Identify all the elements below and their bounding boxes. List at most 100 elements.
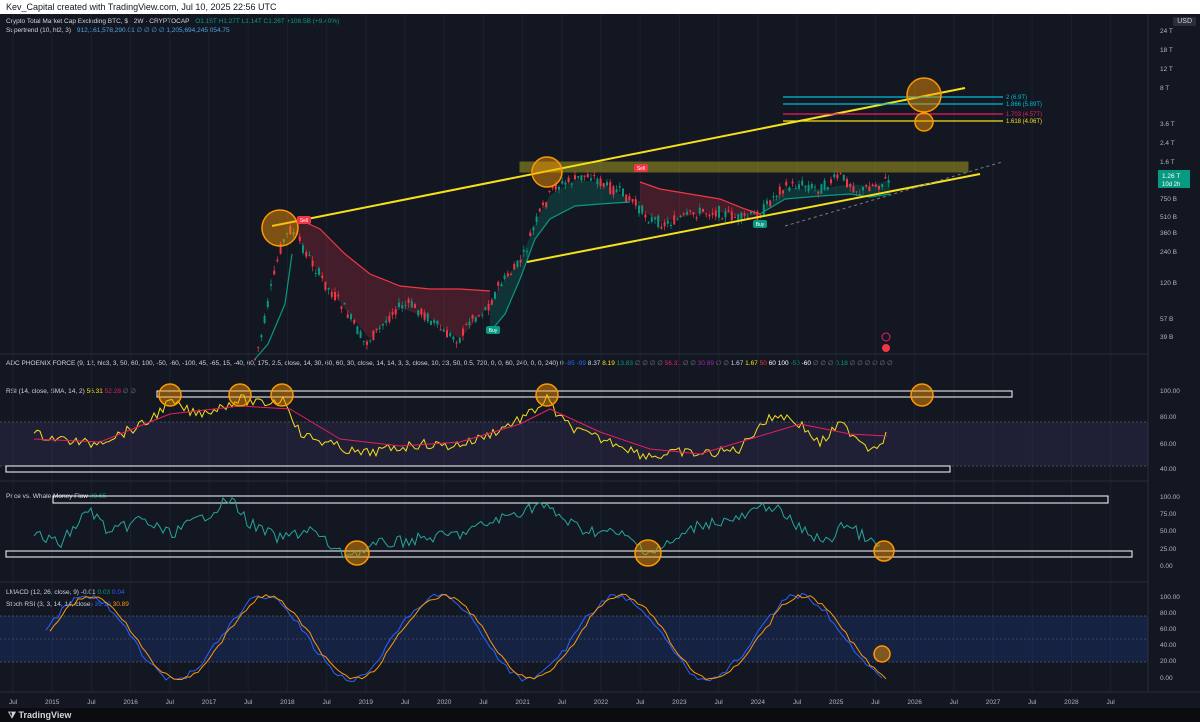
candle xyxy=(785,181,788,186)
candle xyxy=(305,251,308,257)
price-axis-label: 39 B xyxy=(1160,334,1173,341)
buy-signal xyxy=(753,220,767,228)
candle xyxy=(327,287,330,290)
candle xyxy=(394,309,397,315)
time-axis-label: Jul xyxy=(401,699,410,706)
fib-level-label: 1.866 (5.89T) xyxy=(1006,102,1042,108)
highlight-circle xyxy=(914,112,934,132)
candle xyxy=(343,302,346,305)
time-axis-label: 2024 xyxy=(751,699,766,706)
whale-axis-label: 0.00 xyxy=(1160,563,1173,570)
candle xyxy=(647,222,650,224)
fib-level-label: 2 (6.9T) xyxy=(1006,95,1027,101)
price-axis-label: 18 T xyxy=(1160,47,1173,54)
chart-area[interactable]: USD Crypto Total Market Cap Excluding BT… xyxy=(0,14,1200,708)
candle xyxy=(490,299,493,305)
candle xyxy=(884,176,887,179)
price-axis-label: 1.6 T xyxy=(1160,159,1175,166)
candle xyxy=(433,320,436,324)
candle xyxy=(430,320,432,325)
candle xyxy=(510,274,512,276)
price-axis-label: 240 B xyxy=(1160,249,1177,256)
adc-value: 8.37 xyxy=(585,360,601,367)
candle xyxy=(865,184,868,187)
candle xyxy=(881,184,884,187)
sell-signal-text: Sell xyxy=(300,218,308,224)
current-price-value: 1.26 T xyxy=(1162,173,1180,180)
candle xyxy=(615,189,618,193)
currency-button[interactable]: USD xyxy=(1173,17,1196,26)
candle xyxy=(855,191,858,193)
lmacd-label: LMACD (12, 26, close, 9) xyxy=(6,589,79,596)
candle xyxy=(554,183,557,190)
candle xyxy=(478,315,480,317)
candle xyxy=(641,205,644,214)
adc-value: 60 xyxy=(766,360,776,367)
candle xyxy=(548,191,551,193)
candle xyxy=(452,336,455,340)
candle xyxy=(650,217,653,222)
candle xyxy=(705,213,708,215)
candle xyxy=(570,183,573,185)
candle xyxy=(468,321,471,326)
candle xyxy=(298,236,301,241)
candle xyxy=(801,180,804,186)
supertrend-values: 912,161,578,290.01 ∅ ∅ ∅ ∅ 1,205,694,245… xyxy=(76,27,230,34)
highlight-circle xyxy=(535,383,559,407)
candle xyxy=(791,181,794,184)
adc-value: ∅ ∅ ∅ ∅ xyxy=(632,360,663,367)
candle xyxy=(340,306,343,309)
price-axis-label: 8 T xyxy=(1160,85,1169,92)
adc-value: 8.19 xyxy=(600,360,615,367)
rsi-legend: RSI (14, close, SMA, 14, 2) 56.31 52.28 … xyxy=(6,387,136,396)
highlight-circle xyxy=(873,645,891,663)
supertrend-bull-fill xyxy=(760,180,890,214)
adc-value: ∅ ∅ xyxy=(680,360,696,367)
candle xyxy=(708,214,711,217)
time-axis-label: 2028 xyxy=(1064,699,1079,706)
time-axis-label: Jul xyxy=(322,699,331,706)
highlight-circle xyxy=(910,383,934,407)
candle xyxy=(558,186,560,190)
time-axis-label: Jul xyxy=(1106,699,1115,706)
candle xyxy=(529,232,532,237)
supertrend-bull-fill xyxy=(490,180,630,332)
candle xyxy=(350,314,352,320)
whale-bottom-box xyxy=(5,550,1133,558)
candle xyxy=(308,254,311,256)
candle xyxy=(852,186,855,193)
candle xyxy=(743,213,746,216)
candle xyxy=(734,216,736,218)
candle xyxy=(769,200,772,207)
stoch-axis-label: 60.00 xyxy=(1160,626,1177,633)
candle xyxy=(356,326,359,335)
supertrend-bull-line xyxy=(254,253,293,360)
adc-value: -50 xyxy=(788,360,800,367)
candle xyxy=(474,317,477,322)
chart-canvas[interactable]: 2 (6.9T)1.866 (5.89T) 1.703 (4.57T)1.618 … xyxy=(0,14,1200,708)
candle xyxy=(686,211,688,215)
highlight-circle xyxy=(344,540,370,566)
candle xyxy=(289,226,292,234)
candle xyxy=(631,199,634,202)
candle xyxy=(673,215,676,225)
time-axis-label: 2025 xyxy=(829,699,844,706)
candle xyxy=(564,182,567,185)
rsi-bottom-box xyxy=(5,465,951,473)
candle xyxy=(711,212,714,216)
adc-value: ∅ ∅ xyxy=(713,360,729,367)
rsi-band xyxy=(0,422,1148,466)
candle xyxy=(458,337,461,343)
whale-axis-label: 100.00 xyxy=(1160,494,1180,501)
candle xyxy=(772,196,775,198)
candle xyxy=(820,184,823,194)
candle xyxy=(545,202,548,208)
time-axis-label: 2023 xyxy=(672,699,687,706)
lmacd-legend: LMACD (12, 26, close, 9) -0.01 0.03 0.04 xyxy=(6,588,125,597)
lmacd-value-3: 0.04 xyxy=(111,589,125,596)
supertrend-bull-line xyxy=(759,193,891,215)
price-axis-label: 2.4 T xyxy=(1160,140,1175,147)
candle xyxy=(497,282,500,286)
supertrend-bear-fill xyxy=(298,219,490,339)
candle xyxy=(353,319,356,324)
